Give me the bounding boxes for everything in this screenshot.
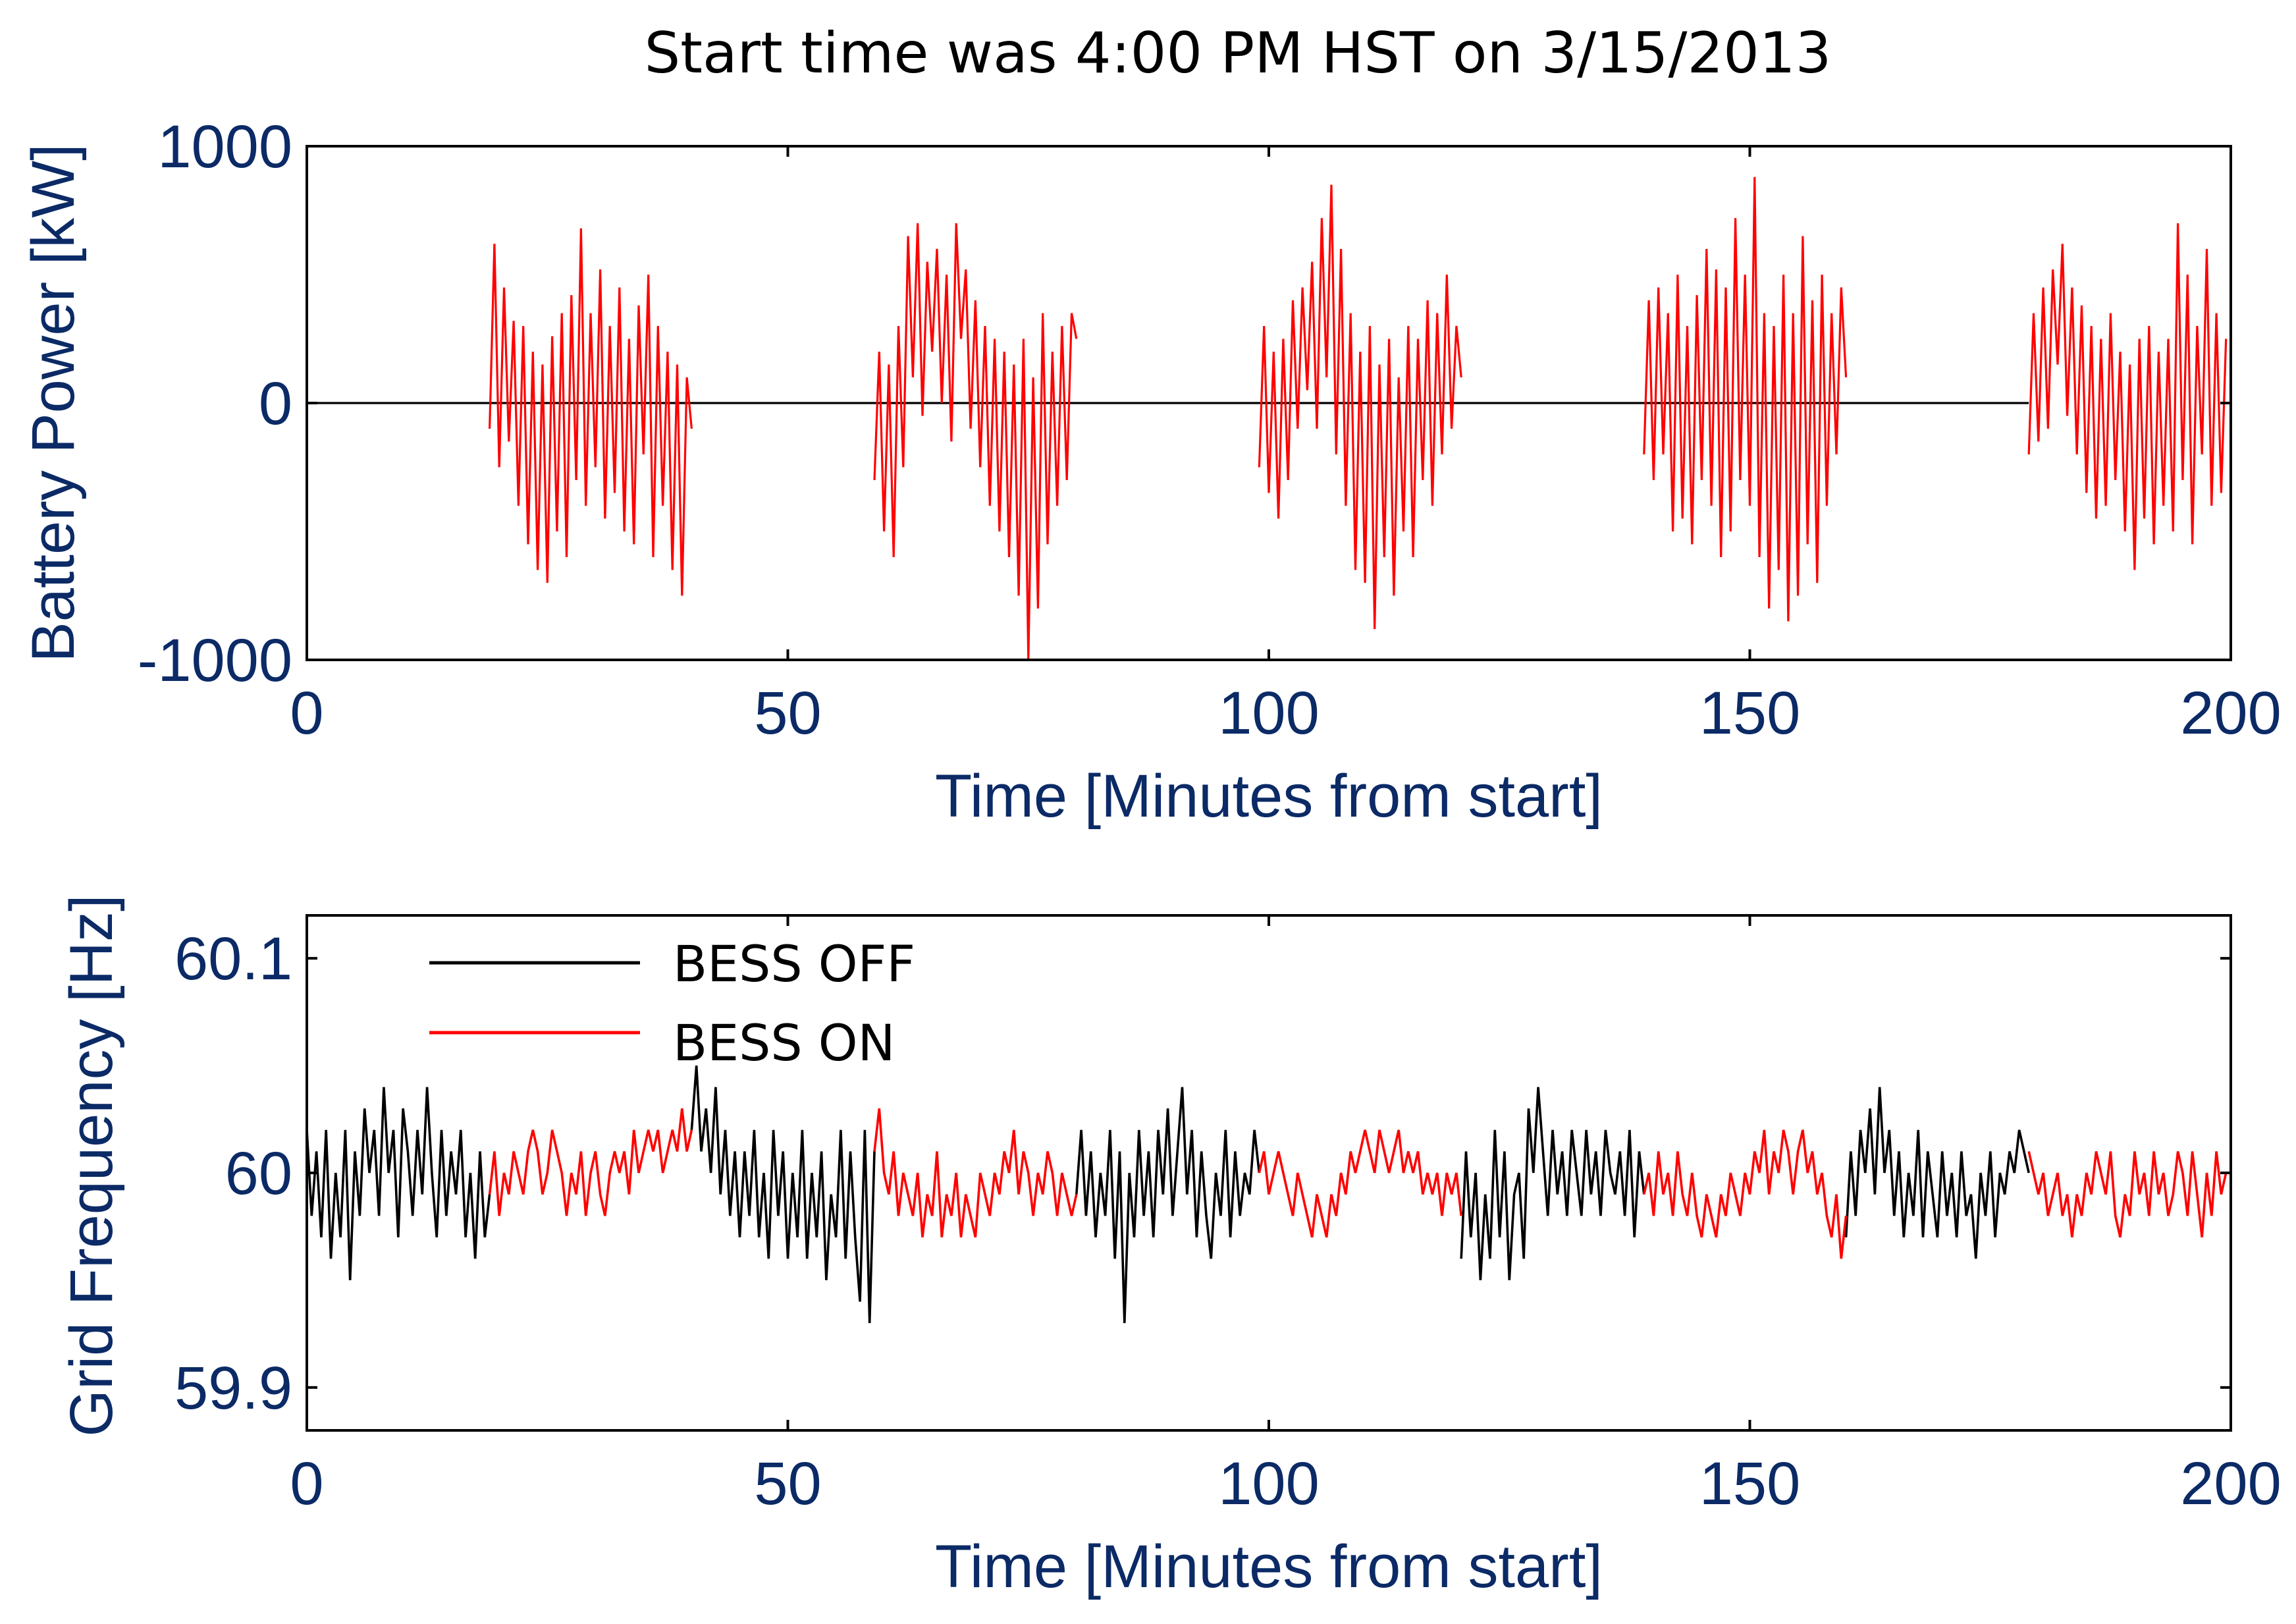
legend-label-bess-on: BESS ON — [673, 1014, 895, 1072]
battery-power-x-tick-label: 50 — [754, 680, 821, 747]
battery-power-y-axis-label: Battery Power [kW] — [20, 144, 87, 662]
grid-frequency-series-0-segment-3 — [1460, 1087, 1645, 1281]
grid-frequency-chart: 0 50 100 150 200 59.9 60 60.1 Time [Minutes fro… — [58, 894, 2282, 1600]
battery-power-series-5-segment-0 — [2027, 223, 2228, 570]
grid-frequency-ticks: 0 50 100 150 200 59.9 60 60.1 — [174, 915, 2282, 1517]
battery-power-x-tick-label: 0 — [290, 680, 323, 747]
battery-power-x-axis-label: Time [Minutes from start] — [935, 763, 1603, 830]
grid-frequency-series-1-segment-3 — [1643, 1129, 1848, 1259]
grid-frequency-series-1-segment-4 — [2027, 1151, 2228, 1238]
battery-power-x-tick-label: 200 — [2180, 680, 2282, 747]
grid-frequency-series-0-segment-1 — [690, 1065, 876, 1324]
grid-frequency-series-0-segment-4 — [1844, 1087, 2030, 1259]
battery-power-series-3-segment-0 — [1258, 184, 1462, 630]
grid-frequency-y-axis-label: Grid Frequency [Hz] — [58, 894, 125, 1436]
grid-frequency-x-tick-label: 0 — [290, 1450, 323, 1517]
grid-frequency-x-axis-label: Time [Minutes from start] — [935, 1533, 1603, 1600]
battery-power-series-1-segment-0 — [489, 228, 693, 596]
battery-power-series-4-segment-0 — [1643, 176, 1848, 622]
grid-frequency-series-1-segment-1 — [873, 1108, 1078, 1238]
grid-frequency-series-1-segment-2 — [1258, 1129, 1462, 1238]
grid-frequency-y-tick-label: 60 — [225, 1140, 292, 1207]
grid-frequency-y-tick-label: 59.9 — [174, 1355, 292, 1422]
battery-power-y-tick-label: 1000 — [157, 113, 292, 180]
battery-power-y-tick-label: -1000 — [138, 627, 292, 694]
legend-label-bess-off: BESS OFF — [673, 934, 915, 993]
battery-power-x-tick-label: 150 — [1699, 680, 1801, 747]
grid-frequency-series-0-segment-2 — [1075, 1087, 1261, 1324]
grid-frequency-x-tick-label: 100 — [1218, 1450, 1320, 1517]
figure-title: Start time was 4:00 PM HST on 3/15/2013 — [645, 20, 1832, 86]
grid-frequency-legend: BESS OFF BESS ON — [429, 934, 915, 1072]
battery-power-series-layer — [307, 176, 2228, 661]
battery-power-x-tick-label: 100 — [1218, 680, 1320, 747]
grid-frequency-x-tick-label: 200 — [2180, 1450, 2282, 1517]
battery-power-y-tick-label: 0 — [259, 370, 292, 437]
grid-frequency-series-layer — [306, 1065, 2228, 1324]
grid-frequency-y-tick-label: 60.1 — [174, 925, 292, 992]
grid-frequency-x-tick-label: 150 — [1699, 1450, 1801, 1517]
battery-power-series-2-segment-0 — [873, 223, 1078, 661]
grid-frequency-series-0-segment-0 — [306, 1087, 491, 1280]
grid-frequency-x-tick-label: 50 — [754, 1450, 821, 1517]
grid-frequency-series-1-segment-0 — [488, 1108, 693, 1216]
